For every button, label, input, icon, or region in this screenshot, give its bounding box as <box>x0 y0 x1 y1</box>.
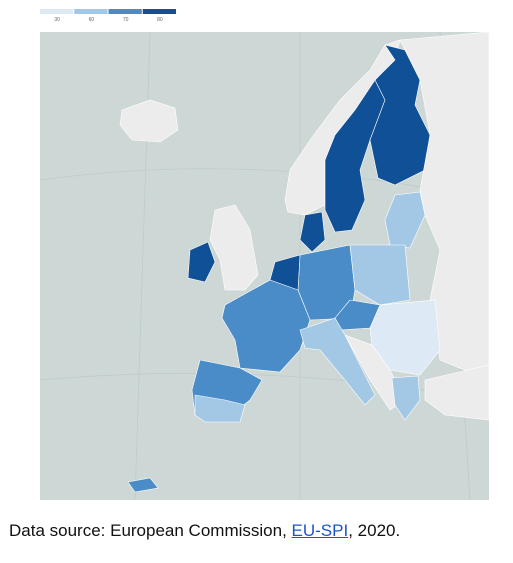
legend-tick-label: 30 <box>54 17 60 23</box>
countries <box>119 31 490 493</box>
denmark <box>299 211 326 253</box>
caption: Data source: European Commission, EU-SPI… <box>9 521 400 541</box>
uk <box>209 204 259 291</box>
map: 30 60 70 80 <box>39 9 490 501</box>
legend-swatch <box>40 9 74 14</box>
source-link[interactable]: EU-SPI <box>291 521 349 540</box>
sweden <box>324 79 386 233</box>
greece <box>391 375 421 421</box>
legend-swatch <box>108 9 142 14</box>
legend-tick-label: 80 <box>157 17 163 23</box>
poland <box>349 244 411 306</box>
legend-swatch <box>142 9 176 14</box>
legend: 30 60 70 80 <box>40 9 176 23</box>
france <box>221 279 311 373</box>
ireland <box>187 241 216 283</box>
spain-south <box>194 394 246 423</box>
caption-text: Data source: European Commission, <box>9 521 292 540</box>
czechia-austria <box>334 299 381 331</box>
legend-tick-label: 60 <box>89 17 95 23</box>
romania-hungary <box>369 299 441 376</box>
sea <box>40 32 489 500</box>
turkey <box>424 364 490 421</box>
canaries <box>127 477 159 493</box>
russia <box>399 31 490 381</box>
italy <box>299 317 376 406</box>
legend-tick-label: 70 <box>123 17 129 23</box>
baltics <box>384 191 426 249</box>
iceland <box>119 99 179 143</box>
legend-swatch <box>74 9 108 14</box>
caption-text: , 2020. <box>348 521 401 540</box>
